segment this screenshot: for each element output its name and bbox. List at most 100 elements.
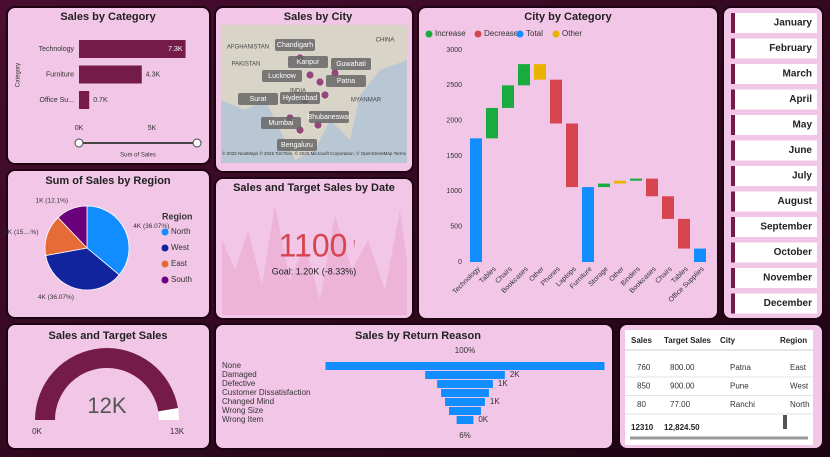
category-label: Technology <box>39 46 75 53</box>
percent-label: 100% <box>455 346 475 355</box>
y-axis-title: Category <box>16 63 22 87</box>
legend-label: Total <box>526 29 543 38</box>
slicer-item[interactable] <box>731 140 817 161</box>
map-bubble[interactable] <box>315 77 325 87</box>
map-label-box <box>288 56 328 68</box>
map-region-label: PAKISTAN <box>232 62 261 68</box>
bar <box>566 123 578 188</box>
slicer-label[interactable]: August <box>778 196 813 207</box>
slicer-item[interactable] <box>731 191 817 212</box>
pie-slice <box>57 205 88 250</box>
panel <box>722 6 824 320</box>
map-city-label[interactable]: Kanpur <box>297 59 320 66</box>
map-bubble[interactable] <box>320 90 330 100</box>
slicer-item[interactable] <box>731 64 817 84</box>
pie-slice <box>45 247 120 291</box>
map-attribution: © 2025 NextMaps © 2025 TomTom, © 2025 Mi… <box>222 150 406 156</box>
map-city-label[interactable]: Bengaluru <box>281 142 313 149</box>
x-tick-label: 0K <box>75 125 84 132</box>
slicer-item[interactable] <box>731 38 817 59</box>
table-cell: 80 <box>637 400 646 409</box>
map-city-label[interactable]: Surat <box>250 96 267 103</box>
slicer-label[interactable]: July <box>792 171 812 182</box>
panel-title: Sales by City <box>284 11 353 23</box>
y-tick-label: 1000 <box>446 188 462 195</box>
slicer-stripe <box>731 293 735 314</box>
slicer-label[interactable]: February <box>769 43 812 54</box>
legend-marker <box>516 30 524 38</box>
bar <box>518 64 530 86</box>
category-label: Changed Mind <box>222 397 274 406</box>
slicer-item[interactable] <box>731 115 817 135</box>
slicer-label[interactable]: May <box>793 120 813 131</box>
y-tick-label: 0 <box>458 259 462 266</box>
slicer-stripe <box>731 166 735 186</box>
table-cell: East <box>790 363 807 372</box>
map-city-label[interactable]: Lucknow <box>268 73 297 80</box>
data-label: 4.3K <box>146 71 161 78</box>
legend-label: East <box>171 259 188 268</box>
map-label-box <box>331 58 371 70</box>
legend-title: Region <box>162 211 193 221</box>
funnel-bar <box>425 371 505 379</box>
slicer-item[interactable] <box>731 268 817 288</box>
legend-label: Increase <box>435 29 466 38</box>
map-city-label[interactable]: Chandigarh <box>277 42 313 49</box>
funnel-bar <box>325 362 605 370</box>
slicer-stripe <box>731 242 735 263</box>
category-label: Furniture <box>46 71 74 78</box>
bar <box>470 138 482 262</box>
map-label-box <box>275 39 315 51</box>
legend-label: Decrease <box>484 29 519 38</box>
slicer-label[interactable]: December <box>764 298 812 309</box>
gauge-max: 13K <box>170 427 185 436</box>
category-label: Customer Dissatisfaction <box>222 388 310 397</box>
slicer-stripe <box>731 268 735 288</box>
slicer-item[interactable] <box>731 166 817 186</box>
funnel-bar <box>449 407 481 415</box>
map-city-label[interactable]: Guwahati <box>336 61 366 68</box>
bar <box>550 79 562 124</box>
map-city-label[interactable]: Bhubaneswar <box>308 114 351 121</box>
slicer-item[interactable] <box>731 89 817 110</box>
table-cell: 800.00 <box>670 363 695 372</box>
scrollbar[interactable] <box>783 415 787 429</box>
slider-handle[interactable] <box>192 138 202 148</box>
kpi-goal: Goal: 1.20K (-8.33%) <box>272 266 357 276</box>
slicer-label[interactable]: October <box>774 247 812 258</box>
slicer-item[interactable] <box>731 217 817 237</box>
table-cell: North <box>790 400 810 409</box>
map-city-label[interactable]: Patna <box>337 78 355 85</box>
x-axis-title: Sum of Sales <box>120 153 156 159</box>
percent-label: 6% <box>459 431 471 440</box>
map-region-label: MYANMAR <box>351 98 382 104</box>
category-label: None <box>222 361 242 370</box>
x-tick-label: 5K <box>148 125 157 132</box>
table-cell: 850 <box>637 382 651 391</box>
slider-handle[interactable] <box>74 138 84 148</box>
data-label: 1K <box>490 397 500 406</box>
map-label-box <box>326 75 366 87</box>
funnel-bar <box>437 380 493 388</box>
slicer-label[interactable]: January <box>774 18 813 29</box>
slicer-stripe <box>731 115 735 135</box>
slicer-label[interactable]: September <box>760 222 812 233</box>
table-header: City <box>720 336 736 345</box>
slicer-item[interactable] <box>731 242 817 263</box>
bar <box>534 64 546 80</box>
panel <box>214 323 614 450</box>
slicer-item[interactable] <box>731 293 817 314</box>
slicer-label[interactable]: April <box>789 94 812 105</box>
slicer-item[interactable] <box>731 13 817 33</box>
bar <box>79 40 186 58</box>
map-region-label: INDIA <box>290 89 306 95</box>
panel-title: Sales and Target Sales by Date <box>233 182 395 194</box>
map-city-label[interactable]: Mumbai <box>269 120 294 127</box>
slicer-label[interactable]: June <box>789 145 813 156</box>
map-label-box <box>262 70 302 82</box>
slicer-label[interactable]: March <box>783 69 812 80</box>
legend-label: Other <box>562 29 582 38</box>
map-city-label[interactable]: Hyderabad <box>283 95 317 102</box>
map-bubble[interactable] <box>305 70 315 80</box>
slicer-label[interactable]: November <box>763 273 812 284</box>
